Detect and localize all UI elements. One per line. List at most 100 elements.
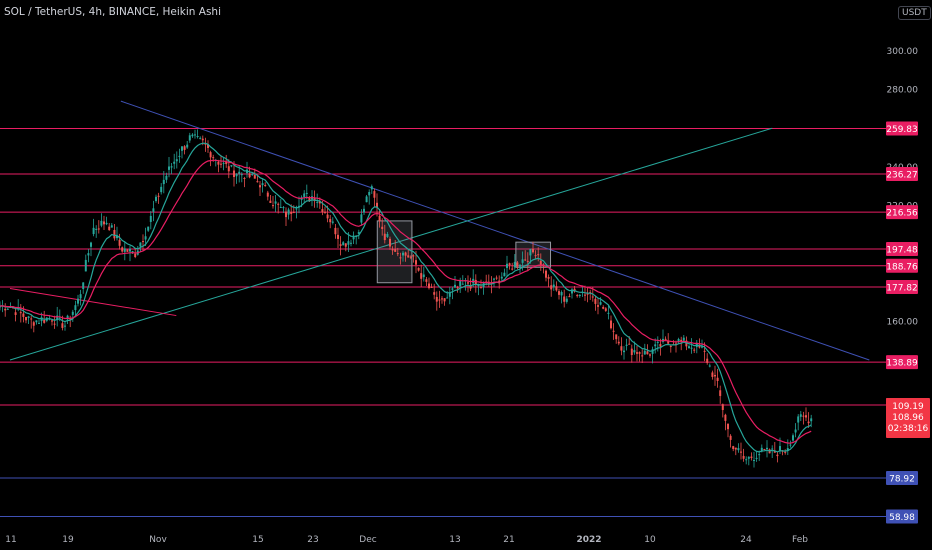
candle-body (27, 316, 30, 318)
candle-body (539, 260, 542, 265)
candle-body (792, 435, 794, 441)
candle-body (261, 183, 264, 186)
candle-body (399, 257, 402, 259)
candle-body (378, 215, 381, 222)
candle-body (602, 306, 605, 309)
level-price-tag[interactable] (886, 509, 918, 524)
candle-body (191, 134, 194, 137)
time-axis[interactable] (0, 530, 886, 550)
ma-slow-line (0, 159, 812, 444)
x-tick-label: 21 (503, 535, 514, 545)
candle-body (493, 278, 495, 280)
candle-body (53, 323, 56, 325)
candle-body (370, 186, 373, 190)
candle-body (4, 308, 7, 311)
candle-body (721, 404, 724, 411)
candle-body (40, 317, 43, 322)
level-price-tag[interactable] (886, 355, 918, 370)
candle-body (79, 294, 82, 299)
current-price-tag[interactable] (886, 398, 930, 438)
level-price-tag[interactable] (886, 121, 918, 136)
level-price-label: 236.27 (886, 171, 918, 181)
candle-body (745, 459, 748, 461)
level-price-tag[interactable] (886, 279, 918, 294)
candle-body (688, 346, 690, 349)
candle-body (269, 200, 272, 204)
candle-body (433, 292, 436, 295)
level-price-tag[interactable] (886, 167, 918, 182)
candle-body (303, 193, 306, 198)
level-price-label: 259.83 (886, 125, 918, 135)
level-price-tag[interactable] (886, 241, 918, 256)
candle-body (651, 349, 654, 354)
candle-body (207, 144, 209, 148)
trendline-short[interactable] (9, 288, 177, 317)
trendline-descending[interactable] (120, 100, 870, 361)
x-tick-label: 11 (5, 535, 16, 545)
price-axis[interactable] (886, 0, 932, 550)
level-price-tag[interactable] (886, 258, 918, 273)
candle-body (503, 272, 506, 277)
candle-body (459, 281, 462, 287)
candle-body (760, 447, 763, 452)
candle-body (103, 221, 105, 225)
candle-body (157, 195, 160, 197)
candle-body (630, 348, 633, 356)
candle-body (438, 299, 441, 301)
candle-body (326, 214, 329, 219)
candle-body (742, 455, 745, 459)
candle-body (108, 226, 111, 231)
candle-body (6, 308, 9, 310)
x-tick-label: 13 (449, 535, 460, 545)
candle-body (35, 320, 38, 323)
candle-body (313, 197, 316, 202)
candle-body (222, 162, 225, 164)
candle-body (248, 173, 251, 178)
candle-body (654, 344, 657, 347)
candle-body (807, 421, 810, 424)
candle-body (56, 315, 59, 320)
x-tick-label: 24 (740, 535, 752, 545)
candle-body (100, 220, 103, 226)
candle-body (643, 350, 646, 355)
level-price-tag[interactable] (886, 205, 918, 220)
candle-body (646, 351, 649, 355)
candle-body (732, 446, 735, 449)
candle-body (188, 135, 191, 141)
candle-body (282, 207, 285, 209)
candle-body (664, 338, 667, 340)
candle-body (480, 286, 482, 288)
level-price-tag[interactable] (886, 470, 918, 485)
candle-body (209, 152, 212, 158)
candle-body (680, 339, 683, 342)
candle-body (617, 341, 620, 344)
candle-body (771, 448, 774, 450)
candle-body (201, 138, 204, 141)
candle-body (352, 236, 355, 240)
candle-body (160, 186, 163, 193)
candle-body (129, 248, 131, 252)
candle-body (178, 155, 181, 157)
candle-body (389, 238, 391, 247)
candle-body (25, 317, 27, 321)
candle-body (461, 283, 464, 285)
candle-body (435, 296, 438, 302)
candle-body (126, 249, 129, 252)
candle-body (243, 177, 246, 179)
candle-body (789, 444, 792, 446)
candle-body (87, 253, 90, 256)
trendline-ascending[interactable] (9, 127, 773, 361)
candle-body (38, 322, 40, 324)
candle-body (810, 418, 813, 422)
currency-button[interactable]: USDT (898, 6, 931, 20)
candle-body (776, 454, 779, 457)
candle-body (407, 255, 410, 258)
candle-body (508, 263, 511, 266)
candle-body (279, 207, 282, 209)
candle-body (277, 203, 280, 205)
candle-body (196, 135, 199, 137)
candle-body (287, 209, 290, 215)
candle-body (547, 277, 550, 279)
candle-body (272, 205, 274, 207)
